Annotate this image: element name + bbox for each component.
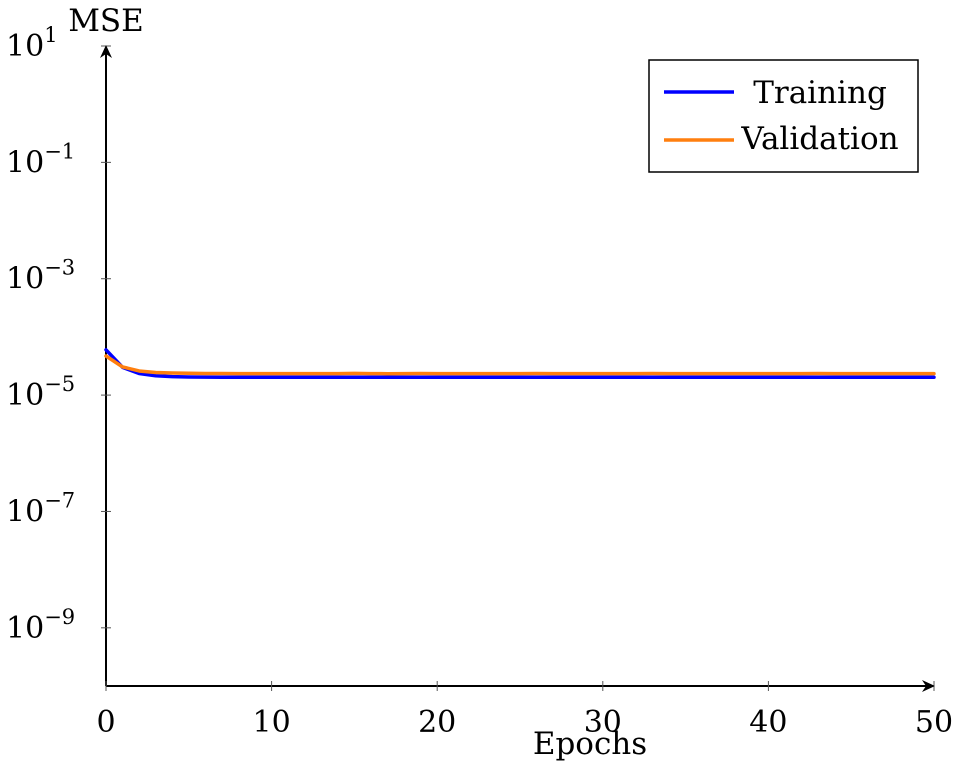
x-tick-label: 0 [96, 705, 115, 740]
y-tick-label: 10−5 [6, 372, 75, 413]
axes [100, 45, 935, 692]
series-lines [104, 348, 936, 379]
legend: Training Validation [648, 59, 919, 173]
y-tick-label: 10−7 [6, 488, 75, 529]
y-tick-label: 10−9 [6, 605, 75, 646]
y-tick-label: 101 [6, 23, 58, 64]
x-tick-label: 40 [749, 705, 787, 740]
series-line-validation [104, 354, 936, 376]
y-ticks: 101 10−1 10−3 10−5 10−7 10−9 [6, 23, 111, 646]
x-tick-label: 50 [915, 705, 953, 740]
legend-label-validation: Validation [740, 121, 898, 157]
y-tick-label: 10−3 [6, 256, 75, 297]
legend-label-training: Training [753, 75, 887, 111]
legend-box [648, 59, 919, 173]
y-tick-label: 10−1 [6, 139, 75, 180]
x-tick-label: 20 [418, 705, 456, 740]
series-line-training [104, 348, 936, 379]
x-ticks: 0 10 20 30 40 50 [96, 681, 953, 740]
x-axis-title: Epochs [533, 726, 647, 762]
x-tick-label: 10 [253, 705, 291, 740]
x-tick-label: 30 [584, 705, 622, 740]
y-axis-title: MSE [68, 3, 144, 39]
